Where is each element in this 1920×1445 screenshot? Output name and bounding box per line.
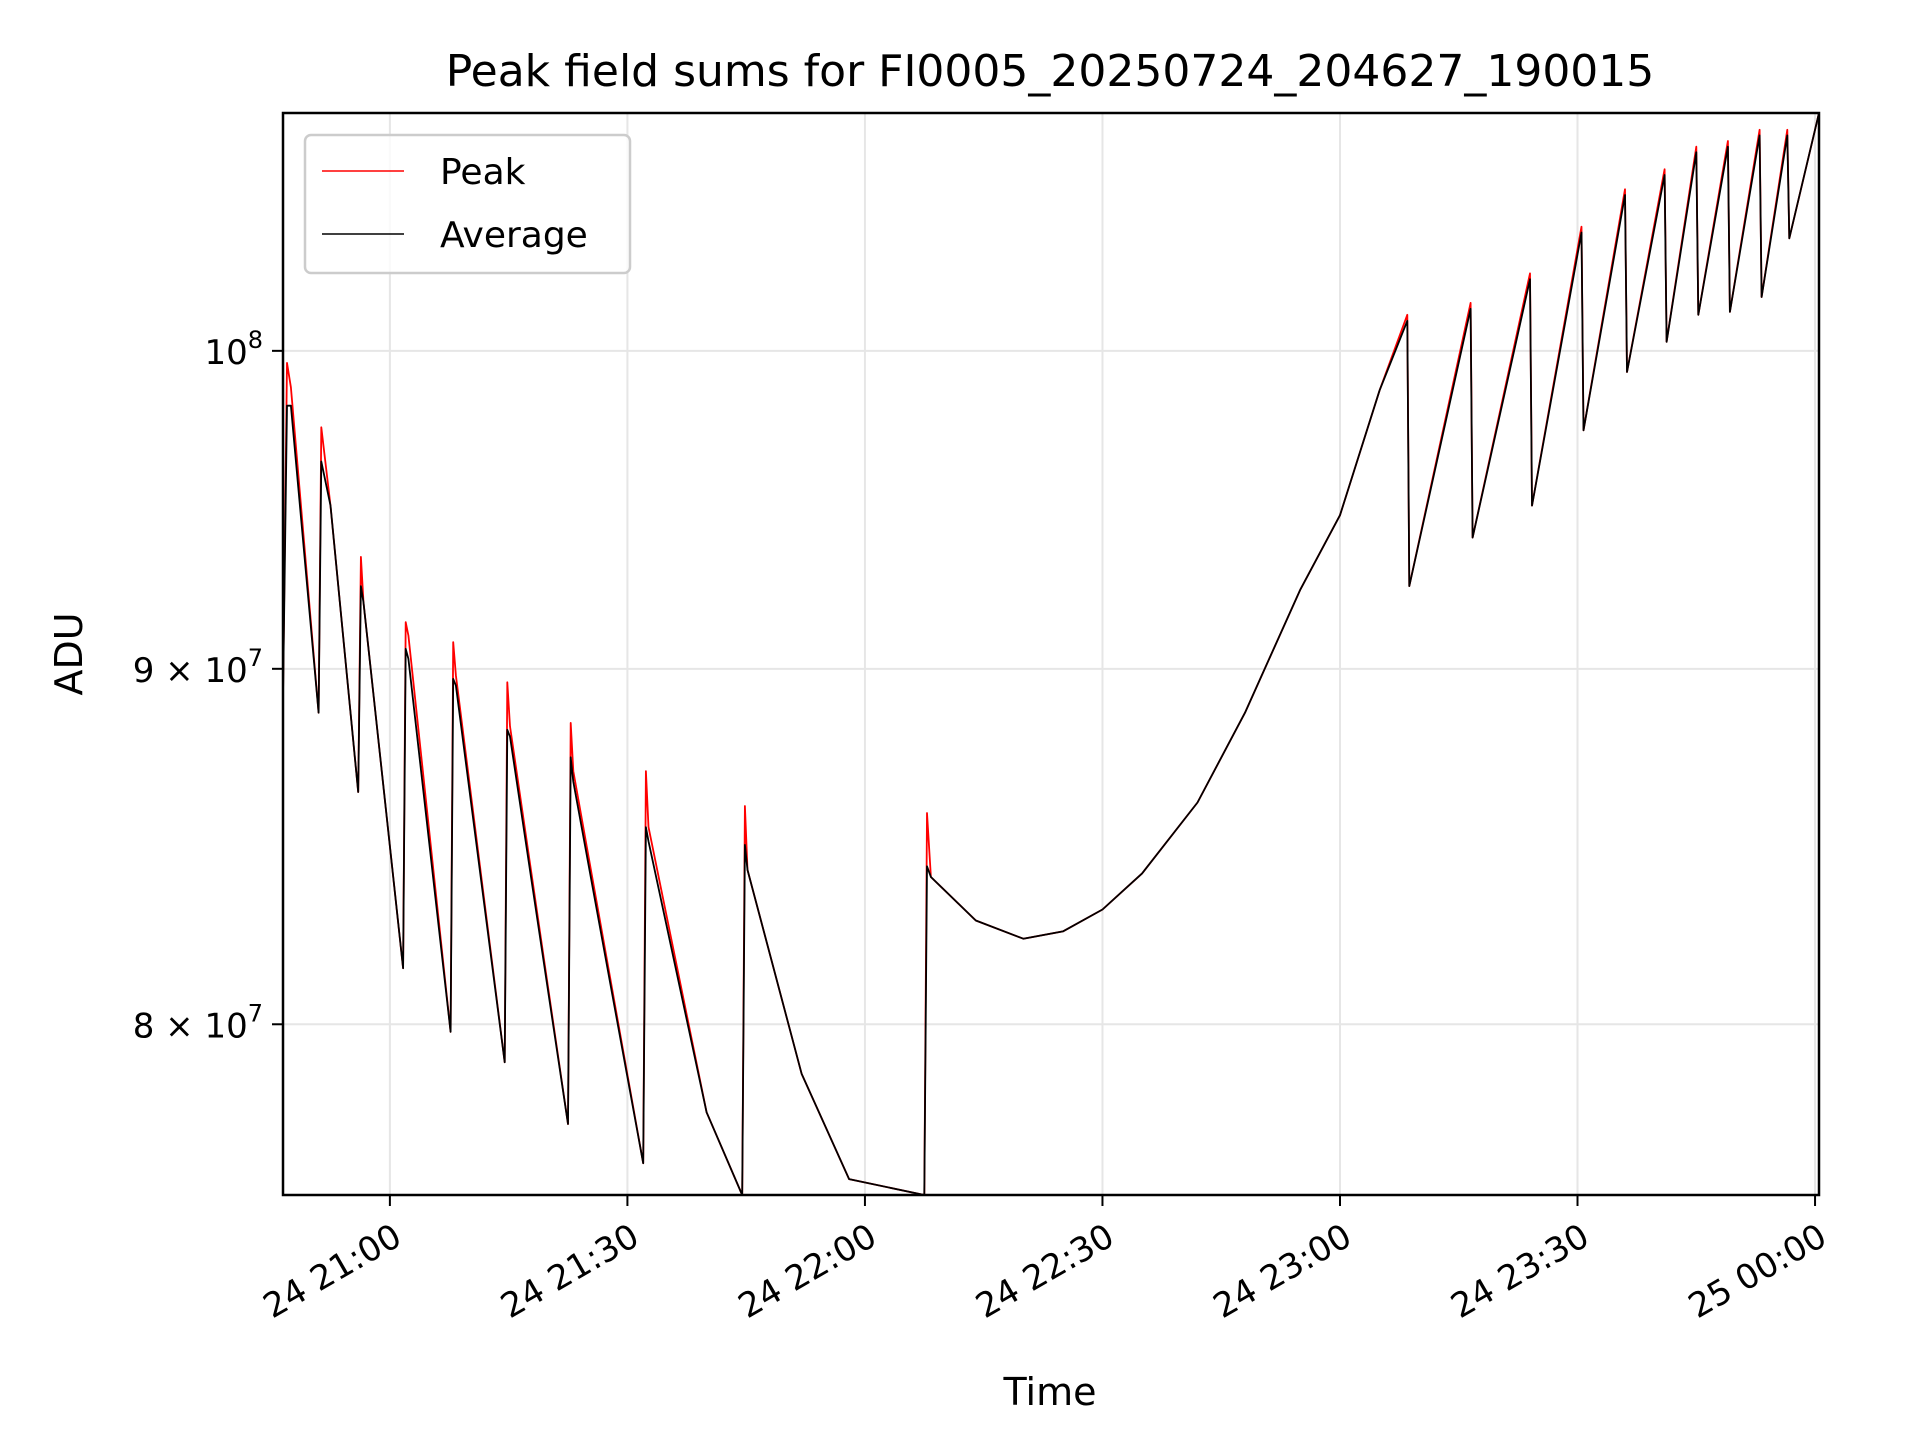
legend-label-average: Average	[440, 215, 588, 256]
x-axis-ticks: 24 21:00 24 21:30 24 22:00 24 22:30 24 23:00…	[257, 1195, 1834, 1327]
x-tick-label: 24 21:30	[494, 1216, 646, 1327]
y-tick-exponent: 7	[248, 644, 263, 672]
x-tick-label: 25 00:00	[1682, 1216, 1834, 1327]
x-tick-label: 24 23:00	[1207, 1216, 1359, 1327]
x-tick-label: 24 22:00	[732, 1216, 884, 1327]
y-tick-label: 8 × 107	[133, 999, 263, 1046]
y-tick-label: 108	[204, 326, 263, 373]
y-tick-base: 8 × 10	[133, 1006, 248, 1046]
legend-box	[303, 133, 632, 275]
plot-frame	[281, 111, 1821, 1197]
x-tick-label: 24 21:00	[257, 1216, 409, 1327]
series-line-peak	[282, 112, 1820, 1196]
y-tick-exponent: 7	[248, 999, 263, 1027]
y-axis-label: ADU	[47, 612, 91, 695]
chart-title: Peak field sums for FI0005_20250724_2046…	[446, 46, 1655, 97]
series-layer	[282, 112, 1820, 1196]
x-tick-label: 24 22:30	[969, 1216, 1121, 1327]
legend-label-peak: Peak	[440, 152, 526, 193]
y-tick-label: 9 × 107	[133, 644, 263, 691]
y-tick-base: 10	[204, 333, 247, 373]
y-tick-exponent: 8	[248, 326, 263, 354]
x-tick-label: 24 23:30	[1444, 1216, 1596, 1327]
grid-layer	[283, 113, 1819, 1195]
series-line-average	[282, 112, 1820, 1196]
x-axis-label: Time	[1003, 1370, 1097, 1414]
legend: Peak Average	[303, 133, 632, 275]
y-tick-base: 9 × 10	[133, 651, 248, 691]
